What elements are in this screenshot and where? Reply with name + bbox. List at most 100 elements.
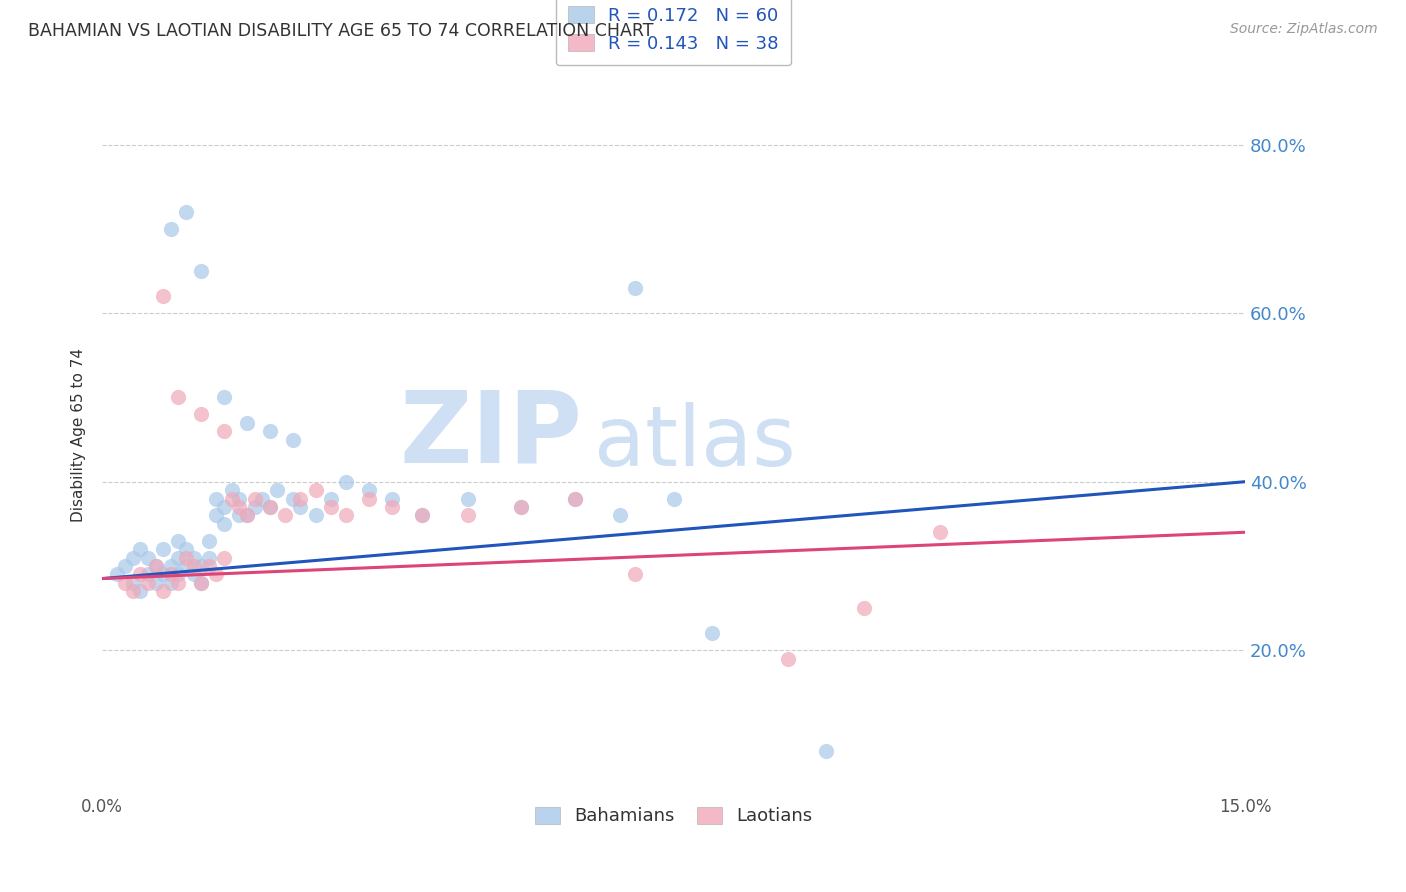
Point — [167, 391, 190, 405]
Point — [212, 391, 235, 405]
Point — [357, 483, 380, 497]
Point — [174, 205, 197, 219]
Legend: Bahamians, Laotians: Bahamians, Laotians — [526, 797, 821, 834]
Point — [319, 491, 342, 506]
Point — [129, 542, 152, 557]
Point — [929, 525, 952, 540]
Point — [121, 575, 143, 590]
Point — [259, 424, 281, 438]
Point — [121, 550, 143, 565]
Point — [183, 567, 205, 582]
Y-axis label: Disability Age 65 to 74: Disability Age 65 to 74 — [72, 349, 86, 523]
Point — [564, 491, 586, 506]
Point — [136, 550, 159, 565]
Point — [174, 542, 197, 557]
Point — [290, 491, 312, 506]
Point — [510, 500, 533, 514]
Point — [457, 508, 479, 523]
Point — [411, 508, 433, 523]
Point — [174, 550, 197, 565]
Point — [266, 483, 288, 497]
Point — [159, 222, 181, 236]
Point — [205, 491, 228, 506]
Point — [167, 533, 190, 548]
Point — [183, 558, 205, 573]
Point — [281, 433, 304, 447]
Point — [190, 408, 212, 422]
Point — [174, 558, 197, 573]
Point — [243, 491, 266, 506]
Point — [381, 500, 404, 514]
Point — [776, 651, 799, 665]
Point — [205, 508, 228, 523]
Text: ZIP: ZIP — [399, 387, 582, 483]
Point — [236, 508, 259, 523]
Point — [510, 500, 533, 514]
Point — [167, 567, 190, 582]
Point — [183, 550, 205, 565]
Point — [212, 500, 235, 514]
Point — [250, 491, 273, 506]
Point — [236, 508, 259, 523]
Point — [221, 491, 243, 506]
Point — [145, 575, 167, 590]
Point — [114, 575, 136, 590]
Point — [853, 601, 876, 615]
Point — [114, 558, 136, 573]
Point — [228, 508, 250, 523]
Point — [152, 542, 174, 557]
Point — [212, 516, 235, 531]
Text: atlas: atlas — [593, 402, 796, 483]
Point — [357, 491, 380, 506]
Point — [228, 491, 250, 506]
Point — [609, 508, 631, 523]
Point — [221, 483, 243, 497]
Point — [243, 500, 266, 514]
Point — [381, 491, 404, 506]
Point — [107, 567, 129, 582]
Point — [152, 567, 174, 582]
Point — [335, 508, 357, 523]
Point — [159, 575, 181, 590]
Point — [281, 491, 304, 506]
Point — [236, 416, 259, 430]
Point — [190, 558, 212, 573]
Point — [335, 475, 357, 489]
Point — [700, 626, 723, 640]
Point — [814, 744, 837, 758]
Point — [198, 558, 221, 573]
Point — [190, 575, 212, 590]
Point — [129, 584, 152, 599]
Point — [259, 500, 281, 514]
Point — [457, 491, 479, 506]
Point — [624, 281, 647, 295]
Point — [290, 500, 312, 514]
Point — [205, 567, 228, 582]
Point — [190, 264, 212, 278]
Point — [564, 491, 586, 506]
Point — [212, 424, 235, 438]
Point — [159, 558, 181, 573]
Point — [228, 500, 250, 514]
Point — [662, 491, 685, 506]
Text: BAHAMIAN VS LAOTIAN DISABILITY AGE 65 TO 74 CORRELATION CHART: BAHAMIAN VS LAOTIAN DISABILITY AGE 65 TO… — [28, 22, 654, 40]
Point — [274, 508, 297, 523]
Point — [145, 558, 167, 573]
Point — [198, 550, 221, 565]
Point — [167, 575, 190, 590]
Point — [319, 500, 342, 514]
Point — [198, 533, 221, 548]
Point — [136, 567, 159, 582]
Point — [136, 575, 159, 590]
Point — [624, 567, 647, 582]
Point — [259, 500, 281, 514]
Point — [167, 550, 190, 565]
Point — [411, 508, 433, 523]
Point — [145, 558, 167, 573]
Point — [304, 508, 326, 523]
Point — [190, 575, 212, 590]
Point — [121, 584, 143, 599]
Point — [304, 483, 326, 497]
Point — [152, 289, 174, 303]
Point — [152, 584, 174, 599]
